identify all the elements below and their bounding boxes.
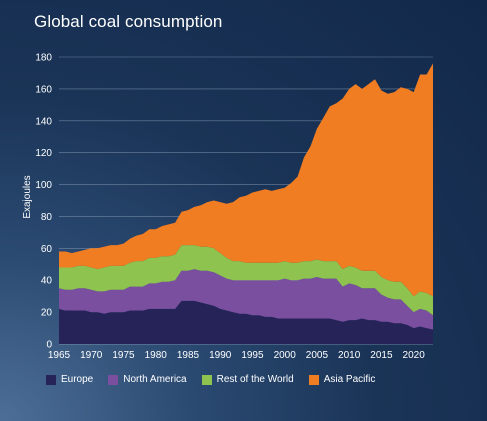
y-axis-ticks: 0 20 40 60 80 100 120 140 160 180	[35, 53, 52, 351]
legend-label-rest-of-world: Rest of the World	[216, 374, 294, 385]
y-tick-label: 0	[46, 340, 52, 351]
legend-item-europe: Europe	[46, 374, 93, 385]
legend-label-asia-pacific: Asia Pacific	[323, 374, 376, 385]
legend-swatch-north-america	[108, 374, 119, 385]
area-series	[59, 63, 433, 344]
chart-title: Global coal consumption	[34, 12, 223, 31]
legend-swatch-europe	[46, 374, 56, 385]
x-tick-label: 1990	[209, 350, 232, 361]
y-tick-label: 20	[41, 308, 53, 319]
legend-swatch-rest-of-world	[201, 374, 212, 385]
y-tick-label: 80	[41, 212, 53, 223]
y-tick-label: 120	[35, 148, 52, 159]
area-rest-of-the-world	[59, 245, 433, 316]
x-tick-label: 1975	[112, 350, 135, 361]
legend-swatch-asia-pacific	[308, 374, 319, 385]
x-tick-label: 2005	[306, 350, 329, 361]
legend-item-rest-of-world: Rest of the World	[201, 374, 294, 385]
x-tick-label: 1980	[145, 350, 168, 361]
x-tick-label: 2015	[370, 350, 393, 361]
y-tick-label: 140	[35, 116, 52, 127]
x-axis-ticks: 1965 1970 1975 1980 1985 1990 1995 2000 2005 2010…	[48, 350, 425, 361]
y-tick-label: 40	[41, 276, 53, 287]
x-tick-label: 1965	[48, 350, 71, 361]
y-tick-label: 180	[35, 53, 52, 64]
x-tick-label: 2010	[338, 350, 361, 361]
x-tick-label: 1995	[241, 350, 264, 361]
legend: Europe North America Rest of the World A…	[46, 374, 390, 385]
area-europe	[59, 300, 433, 344]
area-north-america	[59, 269, 433, 330]
y-tick-label: 100	[35, 180, 52, 191]
x-tick-label: 1985	[177, 350, 200, 361]
legend-label-europe: Europe	[61, 374, 94, 385]
y-tick-label: 160	[35, 84, 52, 95]
legend-item-asia-pacific: Asia Pacific	[308, 374, 376, 385]
x-tick-label: 1970	[80, 350, 103, 361]
x-tick-label: 2000	[274, 350, 297, 361]
area-asia-pacific	[59, 63, 433, 297]
legend-label-north-america: North America	[123, 374, 187, 385]
y-tick-label: 60	[41, 244, 53, 255]
x-tick-label: 2020	[403, 350, 426, 361]
y-axis-label: Exajoules	[22, 175, 33, 218]
legend-item-north-america: North America	[108, 374, 187, 385]
